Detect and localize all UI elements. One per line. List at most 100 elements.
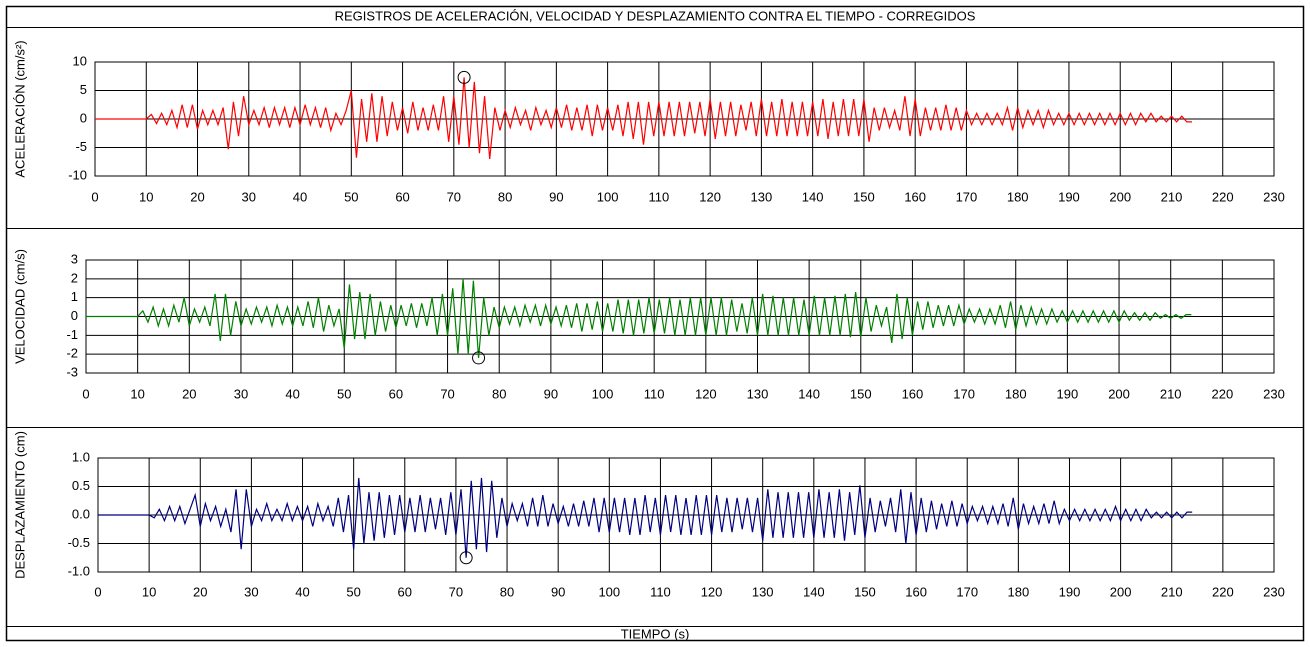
- x-tick-label: 180: [1007, 189, 1029, 204]
- x-tick-label: 10: [139, 189, 153, 204]
- x-tick-label: 190: [1059, 584, 1081, 599]
- x-tick-label: 70: [449, 584, 463, 599]
- x-tick-label: 110: [649, 189, 670, 204]
- x-tick-label: 50: [346, 584, 360, 599]
- y-tick-label: 3: [71, 251, 78, 266]
- x-tick-label: 190: [1058, 189, 1080, 204]
- x-tick-label: 130: [752, 584, 774, 599]
- x-axis-label: TIEMPO (s): [621, 626, 690, 641]
- y-tick-label: 1: [71, 289, 78, 304]
- y-axis-label: DESPLAZAMIENTO (cm): [12, 431, 27, 579]
- x-tick-label: 60: [389, 386, 403, 401]
- x-tick-label: 30: [244, 584, 258, 599]
- y-tick-label: 2: [71, 270, 78, 285]
- y-tick-label: -1: [66, 327, 78, 342]
- x-tick-label: 220: [1212, 189, 1234, 204]
- peak-marker: [457, 70, 471, 84]
- x-tick-label: 120: [699, 189, 721, 204]
- x-tick-label: 30: [242, 189, 256, 204]
- x-tick-label: 90: [544, 386, 558, 401]
- x-tick-label: 40: [293, 189, 307, 204]
- x-tick-label: 90: [549, 189, 563, 204]
- y-tick-label: 0: [71, 308, 78, 323]
- x-tick-label: 220: [1212, 584, 1234, 599]
- y-tick-label: 10: [73, 53, 87, 68]
- x-tick-label: 140: [802, 189, 824, 204]
- x-tick-label: 150: [850, 386, 872, 401]
- x-tick-label: 80: [492, 386, 506, 401]
- x-tick-label: 50: [344, 189, 358, 204]
- x-tick-label: 50: [337, 386, 351, 401]
- x-tick-label: 10: [142, 584, 156, 599]
- x-tick-label: 110: [650, 584, 671, 599]
- x-tick-label: 80: [498, 189, 512, 204]
- x-tick-label: 140: [798, 386, 820, 401]
- x-tick-label: 180: [1007, 584, 1029, 599]
- x-tick-label: 0: [91, 189, 98, 204]
- x-tick-label: 230: [1263, 189, 1285, 204]
- x-tick-label: 150: [854, 584, 876, 599]
- x-tick-label: 190: [1057, 386, 1079, 401]
- x-tick-label: 200: [1108, 386, 1130, 401]
- x-tick-label: 170: [956, 189, 978, 204]
- series-line: [86, 278, 1192, 358]
- x-tick-label: 70: [440, 386, 454, 401]
- y-tick-label: -10: [68, 167, 87, 182]
- y-tick-label: -0.5: [68, 535, 90, 550]
- x-tick-label: 160: [904, 189, 926, 204]
- y-tick-label: -3: [66, 364, 78, 379]
- y-tick-label: 0.0: [72, 506, 90, 521]
- x-tick-label: 170: [953, 386, 975, 401]
- x-tick-label: 20: [190, 189, 204, 204]
- x-tick-label: 130: [751, 189, 773, 204]
- x-tick-label: 60: [395, 189, 409, 204]
- x-tick-label: 130: [747, 386, 769, 401]
- x-tick-label: 200: [1109, 189, 1131, 204]
- x-tick-label: 120: [695, 386, 717, 401]
- x-tick-label: 100: [597, 189, 619, 204]
- peak-marker: [472, 351, 486, 365]
- x-tick-label: 110: [644, 386, 665, 401]
- x-tick-label: 100: [592, 386, 614, 401]
- y-tick-label: -1.0: [68, 563, 90, 578]
- x-tick-label: 160: [905, 584, 927, 599]
- y-tick-label: 5: [80, 82, 87, 97]
- series-line: [98, 477, 1193, 558]
- x-tick-label: 160: [902, 386, 924, 401]
- y-axis-label: VELOCIDAD (cm/s): [12, 249, 27, 364]
- x-tick-label: 120: [701, 584, 723, 599]
- x-tick-label: 210: [1161, 584, 1183, 599]
- x-tick-label: 210: [1160, 386, 1182, 401]
- x-tick-label: 40: [295, 584, 309, 599]
- y-tick-label: -5: [75, 139, 87, 154]
- outer-frame: [5, 5, 1305, 642]
- x-tick-label: 0: [82, 386, 89, 401]
- x-tick-label: 210: [1161, 189, 1183, 204]
- peak-marker: [459, 551, 473, 565]
- x-tick-label: 200: [1110, 584, 1132, 599]
- x-tick-label: 150: [853, 189, 875, 204]
- x-tick-label: 140: [803, 584, 825, 599]
- x-tick-label: 100: [598, 584, 620, 599]
- y-tick-label: 1.0: [72, 449, 90, 464]
- x-tick-label: 20: [193, 584, 207, 599]
- x-tick-label: 220: [1211, 386, 1233, 401]
- x-tick-label: 180: [1005, 386, 1027, 401]
- x-tick-label: 60: [398, 584, 412, 599]
- x-tick-label: 30: [234, 386, 248, 401]
- x-tick-label: 230: [1263, 584, 1285, 599]
- x-tick-label: 80: [500, 584, 514, 599]
- page-title: REGISTROS DE ACELERACIÓN, VELOCIDAD Y DE…: [335, 8, 976, 23]
- series-line: [95, 77, 1192, 159]
- x-tick-label: 70: [447, 189, 461, 204]
- y-axis-label: ACELERACIÓN (cm/s²): [12, 40, 27, 177]
- x-tick-label: 10: [130, 386, 144, 401]
- x-tick-label: 170: [956, 584, 978, 599]
- x-tick-label: 0: [94, 584, 101, 599]
- x-tick-label: 90: [551, 584, 565, 599]
- x-tick-label: 20: [182, 386, 196, 401]
- x-tick-label: 230: [1263, 386, 1285, 401]
- y-tick-label: 0: [80, 110, 87, 125]
- x-tick-label: 40: [285, 386, 299, 401]
